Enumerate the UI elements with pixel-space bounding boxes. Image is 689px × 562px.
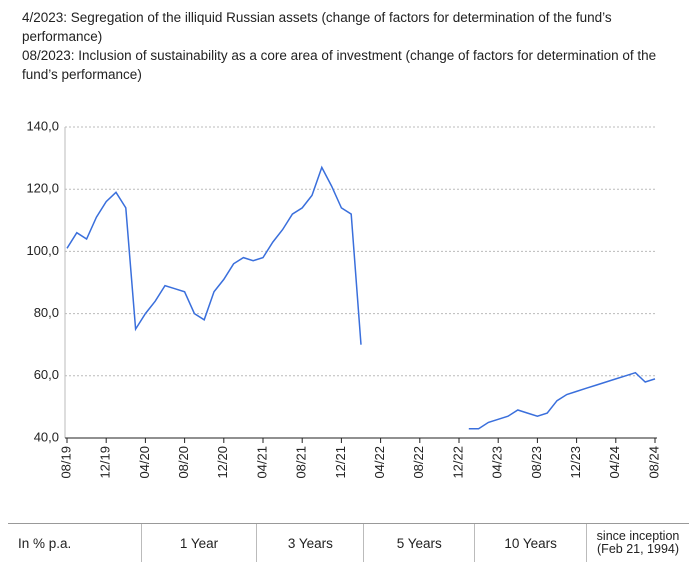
x-tick-label: 08/22 (411, 446, 426, 479)
x-tick-label: 12/22 (450, 446, 465, 479)
x-tick-label: 04/20 (137, 446, 152, 479)
x-tick-label: 04/24 (607, 446, 622, 479)
note: 4/2023: Segregation of the illiquid Russ… (22, 10, 612, 44)
x-tick-label: 12/21 (333, 446, 348, 479)
x-tick-label: 08/24 (646, 446, 661, 479)
x-tick-label: 08/21 (294, 446, 309, 479)
note: 08/2023: Inclusion of sustainability as … (22, 48, 657, 82)
header-cell: In % p.a. (18, 535, 72, 551)
x-tick-label: 04/22 (372, 446, 387, 479)
header-cell: 5 Years (363, 524, 474, 562)
y-tick-label: 140,0 (26, 118, 59, 133)
header-cell: 3 Years (256, 524, 363, 562)
x-tick-label: 04/21 (254, 446, 269, 479)
x-tick-label: 08/19 (58, 446, 73, 479)
x-tick-label: 12/20 (215, 446, 230, 479)
y-tick-label: 80,0 (34, 305, 59, 320)
header-cell: 10 Years (474, 524, 586, 562)
x-tick-label: 08/23 (529, 446, 544, 479)
notes: 4/2023: Segregation of the illiquid Russ… (22, 8, 672, 84)
series-line (66, 165, 656, 430)
x-tick-label: 08/20 (176, 446, 191, 479)
x-tick-label: 12/23 (568, 446, 583, 479)
x-tick-label: 04/23 (490, 446, 505, 479)
chart: 40,0 60,0 80,0 100,0 120,0 140,0 08/19 12/19 04/… (26, 118, 661, 479)
x-tick-label: 12/19 (98, 446, 113, 479)
header-cell: 1 Year (140, 524, 257, 562)
y-tick-label: 120,0 (26, 181, 59, 196)
y-tick-label: 60,0 (34, 367, 59, 382)
y-tick-label: 40,0 (34, 429, 59, 444)
header-cell: since inception (Feb 21, 1994) (586, 524, 689, 562)
table-header: In % p.a. 1 Year 3 Years 5 Years 10 Year… (8, 523, 689, 562)
y-tick-label: 100,0 (26, 243, 59, 258)
